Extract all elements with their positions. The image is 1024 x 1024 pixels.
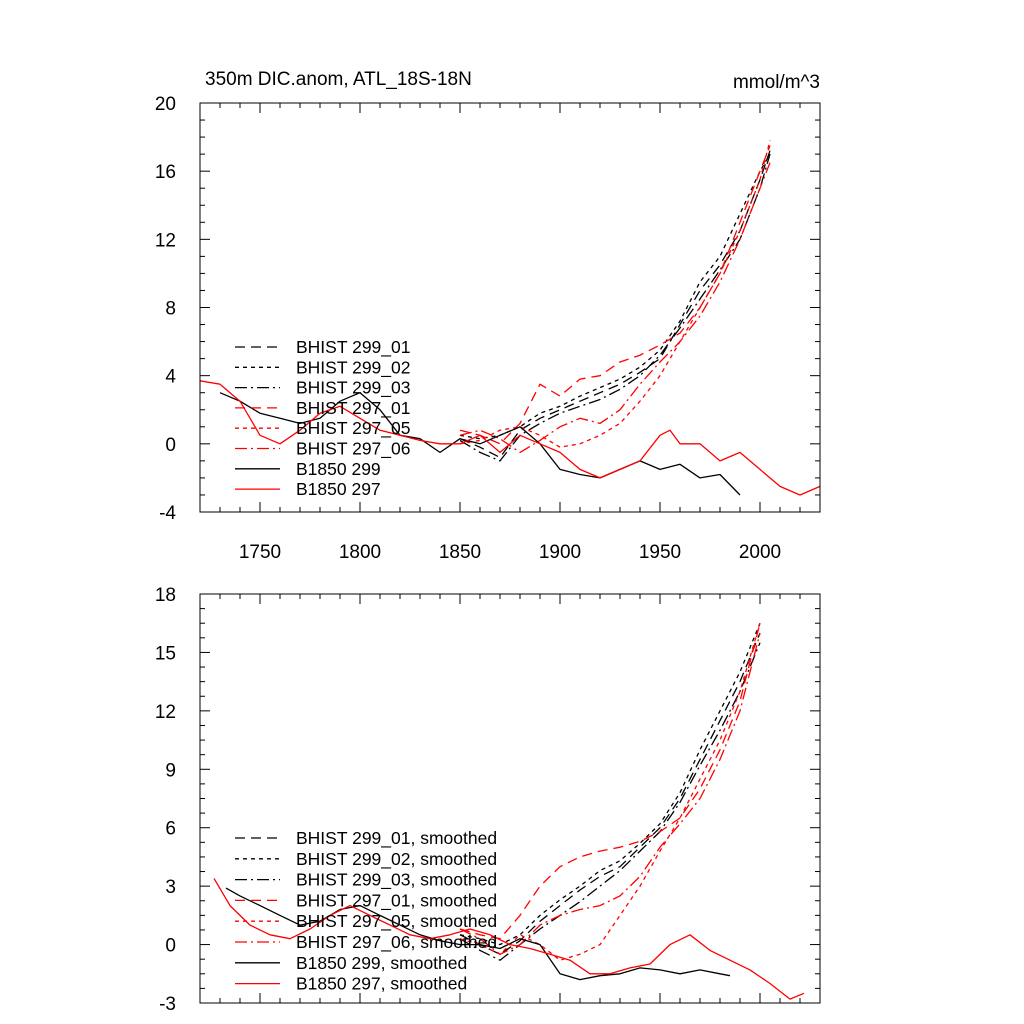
y-tick-label: 16 xyxy=(155,162,176,183)
legend-label: BHIST 299_01, smoothed xyxy=(296,828,497,849)
x-tick-label: 1750 xyxy=(239,542,281,563)
y-tick-label: 12 xyxy=(155,230,176,251)
series-line-7 xyxy=(213,878,805,1000)
legend-label: BHIST 297_01 xyxy=(296,398,410,419)
legend-label: BHIST 297_06, smoothed xyxy=(296,932,497,953)
y-tick-label: 20 xyxy=(155,94,176,115)
x-tick-label: 1800 xyxy=(339,542,381,563)
y-tick-label: 12 xyxy=(155,702,176,723)
series-line-1 xyxy=(459,622,761,946)
y-tick-label: 6 xyxy=(165,819,176,840)
series-line-4 xyxy=(459,623,761,961)
series-line-2 xyxy=(459,153,771,462)
legend-label: BHIST 297_01, smoothed xyxy=(296,890,497,911)
series-line-0 xyxy=(459,632,761,955)
legend-label: BHIST 297_05 xyxy=(296,418,410,439)
series-line-1 xyxy=(459,153,771,440)
x-tick-label: 1950 xyxy=(639,542,681,563)
series-line-3 xyxy=(459,145,771,445)
y-tick-label: -3 xyxy=(159,994,176,1015)
y-tick-label: 9 xyxy=(165,760,176,781)
y-tick-label: 15 xyxy=(155,643,176,664)
legend-label: BHIST 297_05, smoothed xyxy=(296,911,497,932)
chart-title: 350m DIC.anom, ATL_18S-18N xyxy=(205,69,472,90)
legend-label: BHIST 299_03, smoothed xyxy=(296,870,497,891)
legend-label: B1850 299 xyxy=(296,459,381,479)
series-line-5 xyxy=(459,632,761,955)
series-line-6 xyxy=(219,392,741,496)
y-tick-label: -4 xyxy=(159,503,176,524)
y-tick-label: 3 xyxy=(165,877,176,898)
legend-label: BHIST 297_06 xyxy=(296,439,410,460)
series-line-4 xyxy=(459,140,771,448)
legend-label: BHIST 299_02, smoothed xyxy=(296,849,497,870)
x-tick-label: 1850 xyxy=(439,542,481,563)
series-line-6 xyxy=(225,887,731,981)
top-panel: 1750 1800 1850 1900 1950 2000 -4 0 4 8 12 16 20 BHIST… xyxy=(155,94,821,563)
plot-frame xyxy=(199,102,821,513)
legend-label: BHIST 299_02 xyxy=(296,357,410,378)
legend-label: BHIST 299_03 xyxy=(296,378,410,399)
legend-label: B1850 299, smoothed xyxy=(296,953,467,973)
series-line-5 xyxy=(459,162,771,454)
legend-label: B1850 297, smoothed xyxy=(296,974,467,994)
legend-label: B1850 297 xyxy=(296,479,381,499)
y-tick-label: 8 xyxy=(165,299,176,320)
y-tick-label: 18 xyxy=(155,585,176,606)
y-tick-label: 4 xyxy=(165,367,176,388)
x-tick-label: 1900 xyxy=(539,542,581,563)
plot-frame xyxy=(199,593,821,1004)
series-line-3 xyxy=(459,623,761,940)
legend-label: BHIST 299_01 xyxy=(296,337,410,358)
series-line-7 xyxy=(200,380,820,496)
x-tick-label: 2000 xyxy=(739,542,781,563)
y-tick-label: 0 xyxy=(165,435,176,456)
units-label: mmol/m^3 xyxy=(733,72,820,93)
series-line-0 xyxy=(459,150,771,459)
series-line-2 xyxy=(459,642,761,961)
y-tick-label: 0 xyxy=(165,936,176,957)
